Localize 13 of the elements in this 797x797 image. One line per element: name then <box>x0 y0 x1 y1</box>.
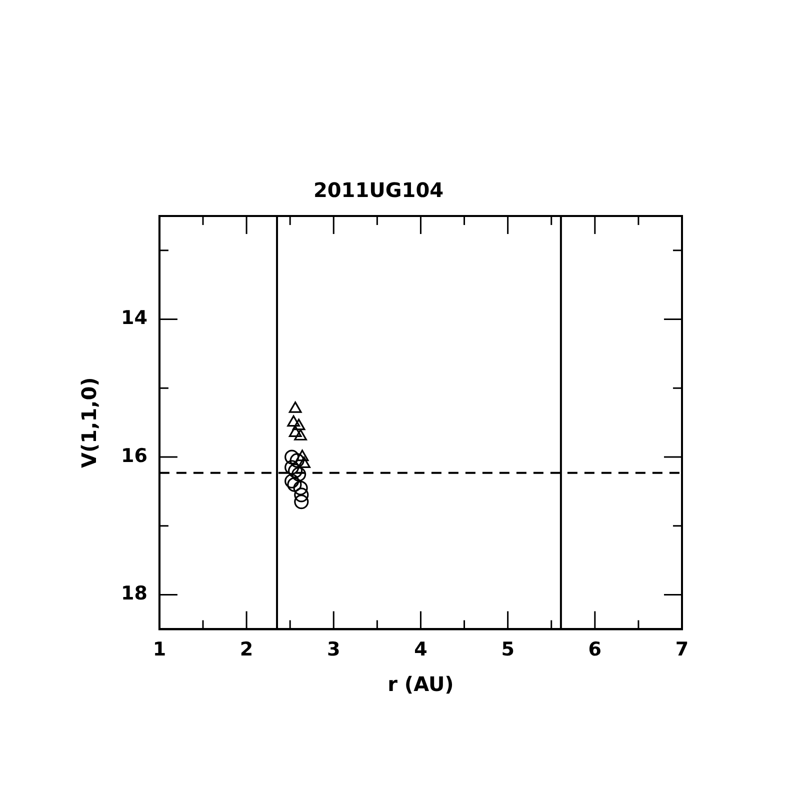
x-tick-label: 7 <box>675 638 689 661</box>
x-tick-label: 2 <box>240 638 254 661</box>
y-tick-label: 14 <box>120 307 148 330</box>
x-tick-label: 6 <box>588 638 602 661</box>
x-tick-label: 4 <box>414 638 428 661</box>
y-tick-label: 18 <box>120 582 148 605</box>
y-axis-title: V(1,1,0) <box>77 377 102 468</box>
chart-title: 2011UG104 <box>313 178 444 202</box>
y-tick-label: 16 <box>120 444 148 467</box>
x-tick-label: 3 <box>327 638 340 661</box>
x-tick-label: 5 <box>501 638 514 661</box>
x-tick-label: 1 <box>152 638 166 661</box>
x-axis-title: r (AU) <box>388 672 454 696</box>
